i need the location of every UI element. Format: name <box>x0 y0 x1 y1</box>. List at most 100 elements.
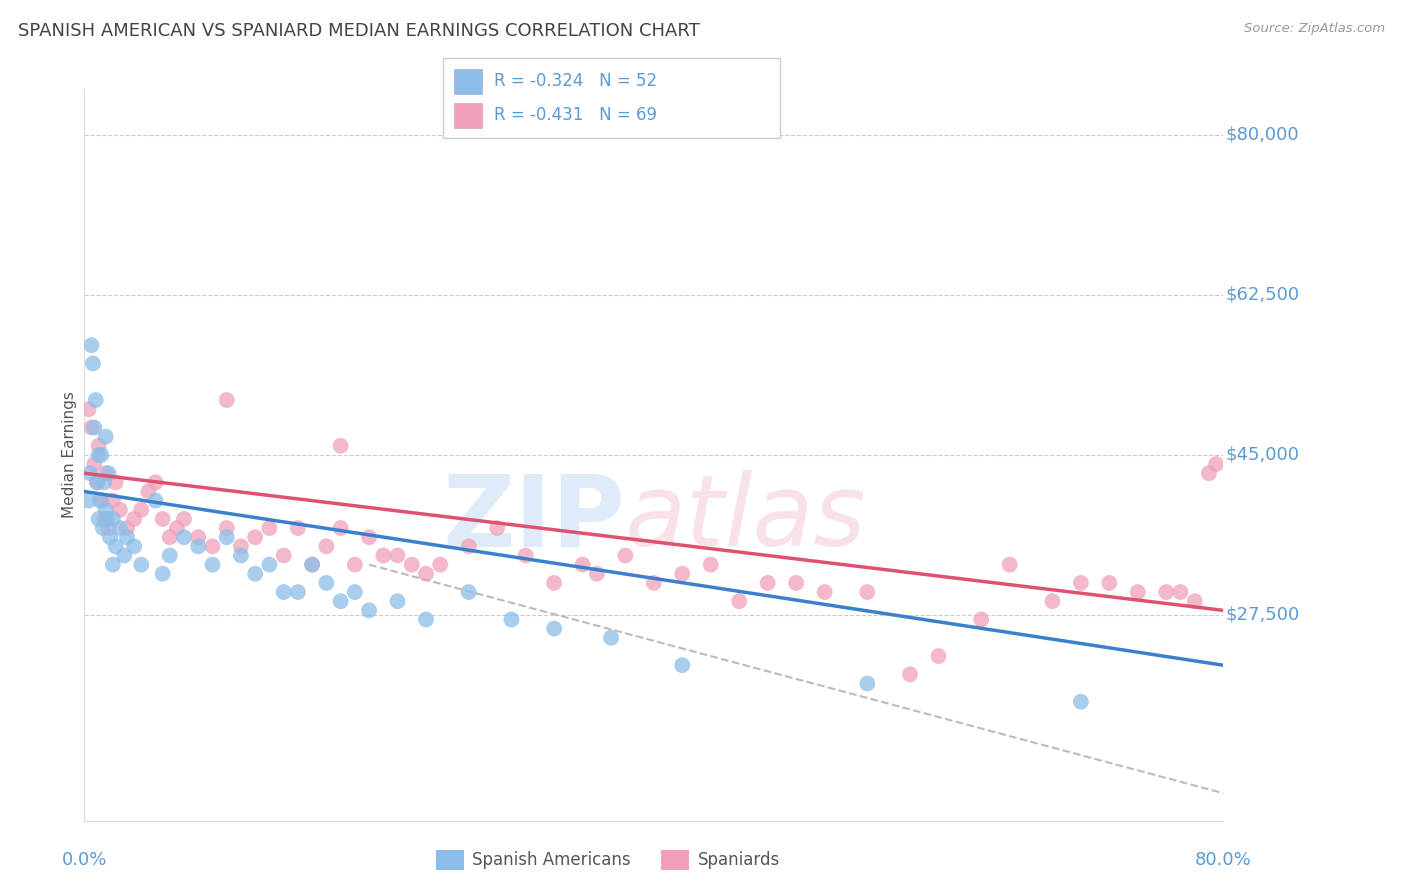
Point <box>287 585 309 599</box>
Point <box>501 612 523 626</box>
Point <box>108 502 131 516</box>
Point <box>101 558 124 572</box>
Point <box>115 530 138 544</box>
Point <box>187 539 209 553</box>
Point <box>201 539 224 553</box>
Point <box>87 512 110 526</box>
Point <box>600 631 623 645</box>
Point <box>152 512 174 526</box>
Point <box>671 658 693 673</box>
Point <box>94 466 117 480</box>
Point <box>1170 585 1192 599</box>
Point <box>83 420 105 434</box>
Point <box>79 466 101 480</box>
Point <box>343 585 366 599</box>
Point <box>486 521 509 535</box>
Point <box>756 576 779 591</box>
Point <box>515 549 537 563</box>
Text: R = -0.324   N = 52: R = -0.324 N = 52 <box>494 72 657 90</box>
Point <box>215 530 238 544</box>
Text: ZIP: ZIP <box>443 470 626 567</box>
Point <box>273 585 295 599</box>
Point <box>387 549 409 563</box>
Point <box>315 576 337 591</box>
Point <box>1198 466 1220 480</box>
Point <box>1205 457 1227 471</box>
Point <box>245 566 267 581</box>
Point <box>93 512 115 526</box>
Point <box>131 558 153 572</box>
Point <box>101 493 124 508</box>
Point <box>90 493 112 508</box>
Point <box>89 493 111 508</box>
Point <box>301 558 323 572</box>
Text: R = -0.431   N = 69: R = -0.431 N = 69 <box>494 106 657 124</box>
Point <box>80 338 103 352</box>
Point <box>97 521 120 535</box>
Point <box>159 530 181 544</box>
Point <box>122 539 145 553</box>
Text: $62,500: $62,500 <box>1226 286 1299 304</box>
Y-axis label: Median Earnings: Median Earnings <box>62 392 77 518</box>
Point <box>287 521 309 535</box>
Text: SPANISH AMERICAN VS SPANIARD MEDIAN EARNINGS CORRELATION CHART: SPANISH AMERICAN VS SPANIARD MEDIAN EARN… <box>18 22 700 40</box>
Point <box>728 594 751 608</box>
Point <box>457 539 479 553</box>
Point <box>77 493 100 508</box>
Point <box>329 439 352 453</box>
Point <box>77 402 100 417</box>
Point <box>86 475 108 490</box>
Point <box>700 558 723 572</box>
Point <box>429 558 451 572</box>
Point <box>329 594 352 608</box>
Point <box>785 576 807 591</box>
Point <box>159 549 181 563</box>
Point <box>84 392 107 407</box>
Text: Spaniards: Spaniards <box>697 851 779 869</box>
Point <box>329 521 352 535</box>
Point <box>145 475 167 490</box>
Point <box>245 530 267 544</box>
Point <box>152 566 174 581</box>
Point <box>101 512 124 526</box>
Point <box>104 539 127 553</box>
Point <box>86 475 108 490</box>
Point <box>1184 594 1206 608</box>
Point <box>373 549 395 563</box>
Point <box>315 539 337 553</box>
Text: 80.0%: 80.0% <box>1195 851 1251 869</box>
Point <box>643 576 665 591</box>
Point <box>80 420 103 434</box>
Point <box>173 530 195 544</box>
Point <box>614 549 637 563</box>
Point <box>96 512 118 526</box>
Point <box>173 512 195 526</box>
Point <box>201 558 224 572</box>
Point <box>814 585 837 599</box>
Point <box>457 585 479 599</box>
Point <box>1070 576 1092 591</box>
Point <box>1156 585 1178 599</box>
Point <box>970 612 993 626</box>
Point <box>138 484 160 499</box>
Point <box>87 439 110 453</box>
Point <box>387 594 409 608</box>
Text: Spanish Americans: Spanish Americans <box>472 851 631 869</box>
Point <box>122 512 145 526</box>
Point <box>215 521 238 535</box>
Point <box>671 566 693 581</box>
Point <box>543 622 565 636</box>
Point <box>1098 576 1121 591</box>
Point <box>91 521 114 535</box>
Point <box>94 429 117 443</box>
Point <box>415 612 437 626</box>
Point <box>115 521 138 535</box>
Text: $80,000: $80,000 <box>1226 126 1299 144</box>
Point <box>112 549 135 563</box>
Point <box>1126 585 1149 599</box>
Point <box>90 448 112 462</box>
Point <box>97 466 120 480</box>
Text: $27,500: $27,500 <box>1226 606 1299 624</box>
Point <box>229 539 252 553</box>
Point <box>301 558 323 572</box>
